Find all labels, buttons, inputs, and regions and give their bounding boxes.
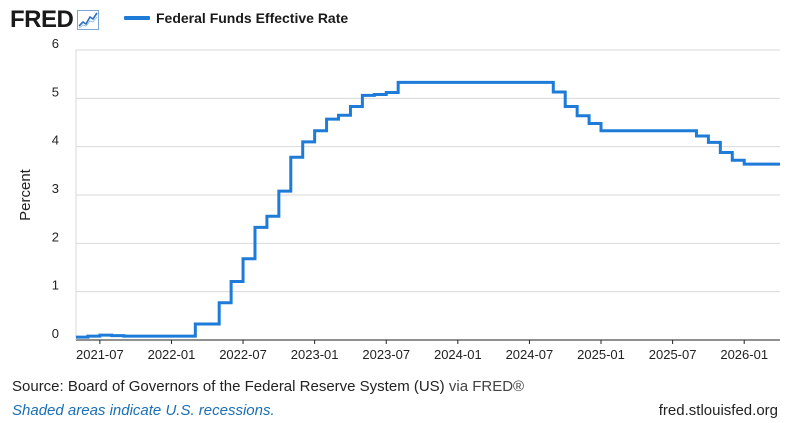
x-axis-ticks: 2021-07 2022-01 2022-07 2023-01 2023-07 2024-…: [76, 340, 768, 362]
x-tick-label: 2021-07: [76, 347, 124, 362]
y-tick-label: 5: [52, 84, 59, 99]
x-tick-label: 2025-07: [649, 347, 697, 362]
recession-note: Shaded areas indicate U.S. recessions.: [12, 402, 275, 419]
x-tick-label: 2026-01: [720, 347, 768, 362]
x-tick-label: 2024-01: [434, 347, 482, 362]
line-graph-icon: [77, 10, 100, 30]
y-axis-label: Percent: [17, 168, 34, 221]
series-line-federal-funds-rate: [76, 80, 780, 339]
y-tick-label: 0: [52, 326, 59, 341]
source-text: Source: Board of Governors of the Federa…: [12, 378, 445, 395]
fred-header: FRED: [10, 6, 100, 34]
grid-lines: [76, 49, 780, 293]
legend-label: Federal Funds Effective Rate: [156, 10, 349, 26]
x-tick-label: 2023-01: [291, 347, 339, 362]
y-tick-label: 6: [52, 36, 59, 51]
x-tick-label: 2025-01: [577, 347, 625, 362]
y-tick-label: 4: [52, 133, 59, 148]
y-tick-label: 1: [52, 278, 59, 293]
line-chart: 0 1 2 3 4 5 6 2021-07 2022-01 2022-07 2023-01 2023…: [17, 36, 780, 362]
legend-line-swatch: [124, 16, 150, 20]
chart-legend: Federal Funds Effective Rate: [124, 10, 348, 26]
x-tick-label: 2023-07: [362, 347, 410, 362]
fred-logo[interactable]: FRED: [10, 6, 74, 33]
y-tick-label: 3: [52, 181, 59, 196]
y-tick-label: 2: [52, 229, 59, 244]
source-note: Source: Board of Governors of the Federa…: [12, 378, 524, 395]
x-tick-label: 2022-01: [148, 347, 196, 362]
site-link[interactable]: fred.stlouisfed.org: [658, 402, 778, 419]
y-axis-ticks: 0 1 2 3 4 5 6: [52, 36, 59, 341]
via-fred-text: via FRED®: [444, 378, 525, 395]
x-tick-label: 2022-07: [219, 347, 267, 362]
x-tick-label: 2024-07: [506, 347, 554, 362]
